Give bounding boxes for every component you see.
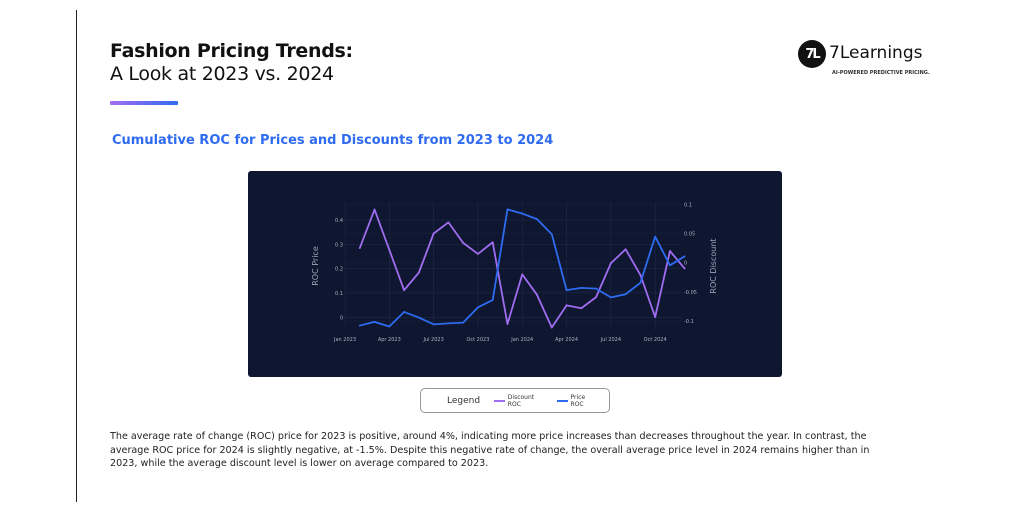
data-point — [462, 321, 465, 324]
chart-subtitle: Cumulative ROC for Prices and Discounts … — [112, 133, 554, 148]
data-point — [506, 208, 509, 211]
data-point — [417, 271, 420, 274]
data-point — [669, 250, 671, 252]
x-tick-label: Jul 2023 — [422, 337, 443, 343]
legend-label: Discount ROC — [507, 393, 535, 408]
legend-swatch — [556, 399, 568, 402]
data-point — [536, 218, 538, 221]
y2-tick-label: 0.05 — [684, 232, 695, 238]
description-text: The average rate of change (ROC) price f… — [110, 431, 870, 469]
data-point — [447, 322, 450, 325]
data-point — [669, 264, 671, 267]
data-point — [624, 248, 627, 251]
x-tick-label: Apr 2023 — [378, 337, 401, 343]
x-tick-label: Apr 2024 — [555, 337, 578, 343]
y-tick-label: 0.4 — [335, 218, 343, 224]
data-point — [654, 316, 657, 318]
data-point — [580, 307, 583, 310]
x-tick-label: Oct 2023 — [466, 337, 489, 343]
y-axis-label: ROC Price — [311, 246, 320, 286]
title-accent-bar — [110, 101, 178, 105]
y2-axis-label: ROC Discount — [709, 238, 718, 293]
divider-line — [76, 10, 77, 502]
legend-item-price[interactable]: Price ROC — [556, 393, 597, 408]
y-tick-label: 0.2 — [335, 267, 343, 273]
data-point — [521, 273, 524, 276]
data-point — [550, 326, 553, 329]
data-point — [477, 253, 479, 255]
data-point — [477, 306, 479, 309]
data-point — [595, 287, 597, 290]
data-point — [595, 296, 597, 299]
data-point — [506, 323, 509, 325]
data-point — [624, 293, 627, 296]
legend-title: Legend — [447, 395, 481, 406]
data-point — [403, 311, 405, 313]
data-point — [358, 247, 361, 250]
y2-tick-label: 0 — [684, 261, 687, 267]
data-point — [388, 248, 391, 251]
x-tick-label: Jan 2024 — [510, 337, 533, 343]
page-title-line2: A Look at 2023 vs. 2024 — [110, 63, 334, 85]
data-point — [462, 241, 465, 244]
data-point — [683, 267, 686, 270]
data-point — [432, 232, 435, 235]
y-tick-label: 0.3 — [335, 242, 343, 248]
data-point — [417, 316, 420, 319]
data-point — [521, 212, 524, 215]
legend-label: Price ROC — [570, 393, 586, 408]
data-point — [491, 299, 494, 301]
data-point — [639, 281, 642, 284]
y-tick-label: 0 — [340, 315, 343, 321]
logo-tagline: AI-POWERED PREDICTIVE PRICING. — [832, 70, 930, 76]
data-point — [565, 304, 568, 307]
data-point — [388, 325, 391, 328]
data-point — [536, 293, 538, 296]
y2-tick-label: -0.05 — [684, 290, 697, 296]
legend-item-discount[interactable]: Discount ROC — [494, 394, 545, 408]
x-tick-label: Jan 2023 — [333, 337, 356, 343]
data-point — [373, 208, 376, 211]
data-point — [358, 324, 361, 327]
data-point — [403, 289, 405, 292]
data-point — [373, 321, 376, 323]
y2-tick-label: -0.1 — [684, 319, 694, 325]
data-point — [447, 221, 450, 224]
chart-background — [248, 171, 782, 377]
legend-swatch — [494, 399, 505, 402]
data-point — [491, 241, 494, 244]
data-point — [550, 233, 553, 236]
data-point — [609, 296, 612, 299]
data-point — [683, 255, 686, 258]
x-tick-label: Oct 2024 — [644, 337, 667, 343]
y2-tick-label: 0.1 — [684, 202, 692, 208]
data-point — [565, 289, 568, 291]
data-point — [580, 286, 583, 289]
logo-mark-icon: 7L — [798, 40, 826, 68]
legend: Legend Discount ROC Price ROC — [420, 388, 610, 413]
x-tick-label: Jul 2024 — [600, 337, 621, 343]
logo-name: 7Learnings — [829, 43, 923, 63]
y-tick-label: 0.1 — [335, 291, 343, 297]
data-point — [609, 262, 612, 265]
data-point — [432, 323, 435, 326]
data-point — [639, 274, 642, 276]
page-title: Fashion Pricing Trends: — [110, 40, 353, 62]
data-point — [654, 235, 657, 238]
